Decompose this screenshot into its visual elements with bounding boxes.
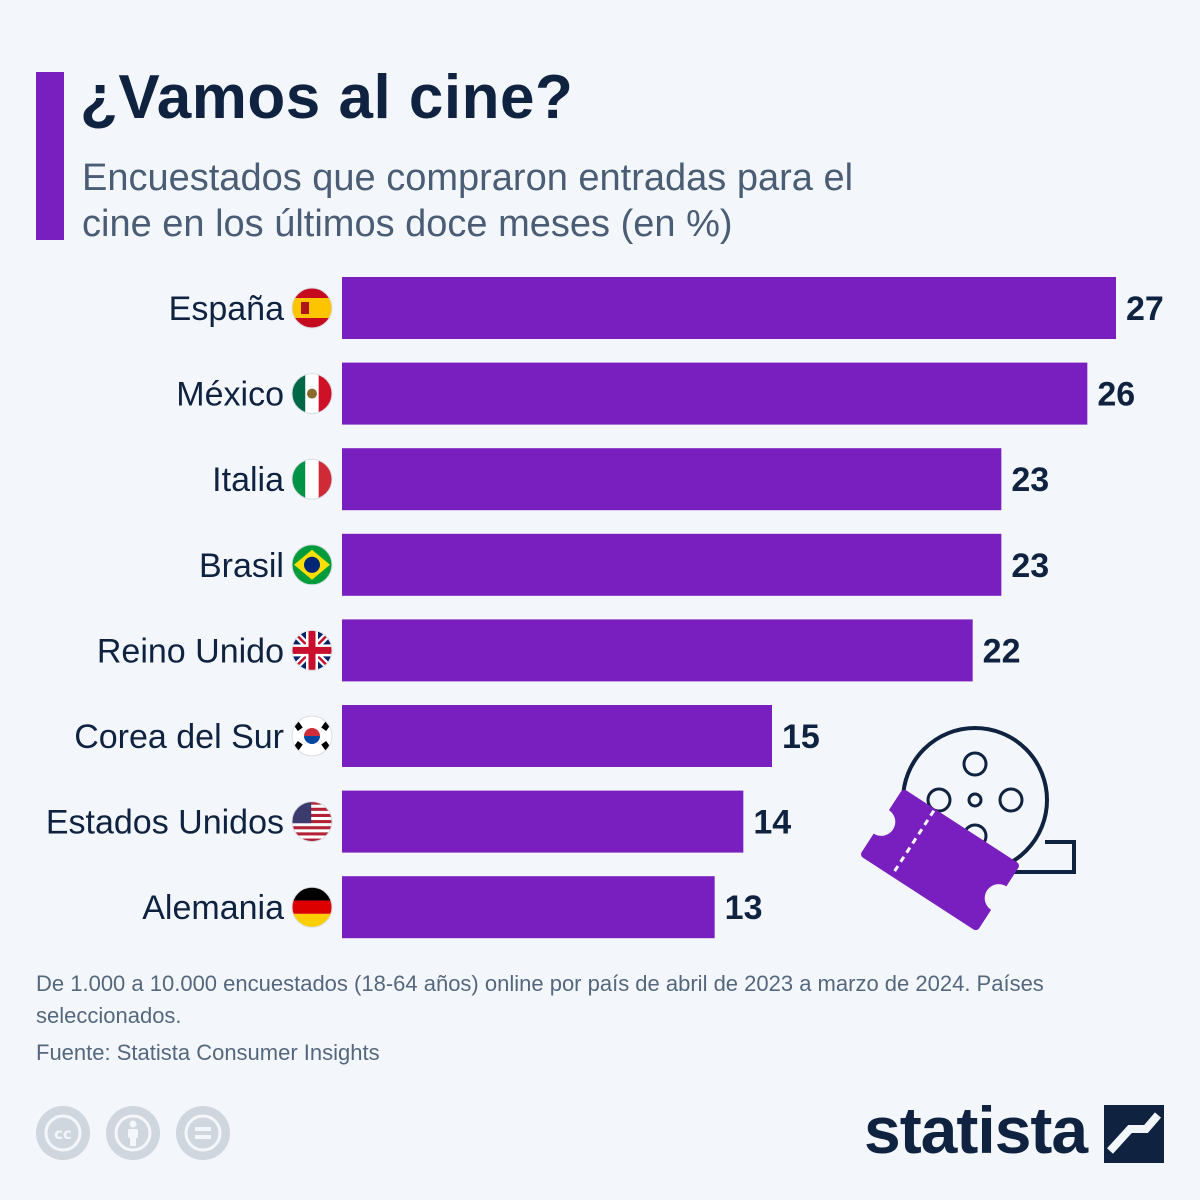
flag-usa-icon — [291, 801, 333, 843]
statista-logo-icon[interactable] — [1104, 1105, 1164, 1163]
flag-brazil-icon — [291, 544, 333, 586]
category-label: España — [169, 290, 284, 328]
film-reel-ticket-icon — [861, 726, 1076, 931]
value-label: 13 — [725, 889, 763, 927]
bar — [342, 533, 1002, 596]
svg-text:cc: cc — [54, 1125, 72, 1143]
category-label: Estados Unidos — [46, 804, 284, 842]
bar-row: Corea del Sur 15 — [74, 705, 820, 767]
footnote: De 1.000 a 10.000 encuestados (18-64 año… — [36, 971, 1044, 1028]
no-derivatives-icon[interactable] — [176, 1106, 230, 1160]
bar — [342, 362, 1088, 425]
category-label: Alemania — [142, 889, 284, 927]
statista-logo-text[interactable]: statista — [864, 1093, 1088, 1167]
bar — [342, 876, 715, 939]
value-label: 23 — [1011, 547, 1049, 585]
bar-row: México 26 — [176, 362, 1135, 425]
flag-spain-icon — [291, 287, 333, 329]
page-subtitle: Encuestados que compraron entradas para … — [82, 157, 854, 245]
flag-south-korea-icon — [291, 715, 333, 757]
bar — [342, 448, 1002, 511]
bar — [342, 705, 772, 767]
value-label: 14 — [753, 804, 791, 842]
flag-germany-icon — [291, 886, 333, 928]
bar-row: Italia 23 — [212, 448, 1049, 511]
bar-row: España 27 — [169, 277, 1164, 339]
flag-mexico-icon — [291, 373, 333, 415]
category-label: Brasil — [199, 547, 284, 585]
value-label: 15 — [782, 718, 820, 756]
creative-commons-icon[interactable]: cc — [36, 1106, 90, 1160]
bar-row: Estados Unidos 14 — [46, 790, 791, 853]
value-label: 22 — [983, 632, 1021, 670]
license-icons: cc — [36, 1106, 230, 1160]
source-line: Fuente: Statista Consumer Insights — [36, 1040, 380, 1065]
attribution-icon[interactable] — [106, 1106, 160, 1160]
category-label: Reino Unido — [97, 632, 284, 670]
bar — [342, 619, 973, 682]
bar-row: Brasil 23 — [199, 533, 1049, 596]
category-label: Corea del Sur — [74, 718, 284, 756]
flag-uk-icon — [291, 629, 333, 671]
value-label: 23 — [1011, 461, 1049, 499]
page-title: ¿Vamos al cine? — [80, 63, 574, 132]
category-label: México — [176, 376, 284, 414]
flag-italy-icon — [291, 458, 333, 500]
bar-row: Alemania 13 — [142, 876, 763, 939]
bar — [342, 277, 1116, 339]
accent-bar — [36, 72, 64, 240]
bar — [342, 790, 744, 853]
bar-chart: España 27 México 26 Italia 23 Brasil 23 Reino Un… — [46, 277, 1164, 939]
category-label: Italia — [212, 461, 284, 499]
bar-row: Reino Unido 22 — [97, 619, 1021, 682]
value-label: 27 — [1126, 290, 1164, 328]
value-label: 26 — [1097, 376, 1135, 414]
